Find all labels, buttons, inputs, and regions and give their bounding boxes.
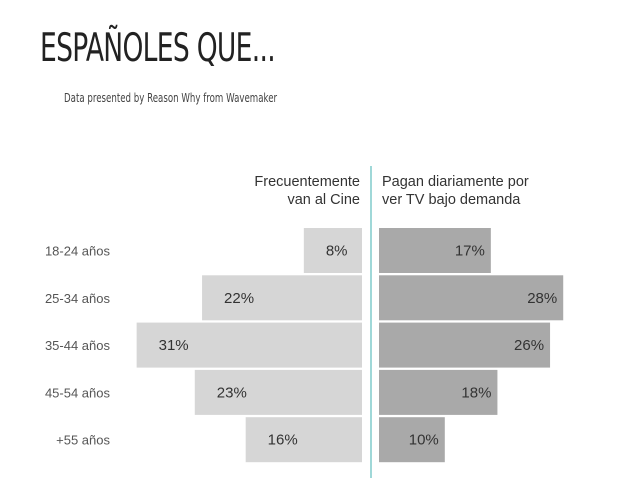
left-value-label: 22% (224, 290, 254, 307)
value-labels: 8% 17% 22% 28% 31% 26% 23% 18% 16% 10% (159, 243, 558, 449)
left-series-header: van al Cine (287, 192, 360, 208)
right-bar (379, 275, 564, 321)
left-value-label: 16% (268, 432, 298, 449)
right-bar (379, 417, 445, 463)
left-bar (303, 228, 362, 273)
category-label: 18-24 años (45, 244, 111, 259)
left-bar (136, 322, 362, 368)
right-value-label: 10% (409, 432, 439, 449)
left-value-label: 8% (326, 243, 348, 260)
right-value-label: 26% (514, 337, 544, 354)
category-labels: 18-24 años 25-34 años 35-44 años 45-54 años… (45, 244, 111, 448)
category-label: 45-54 años (45, 385, 111, 400)
right-value-label: 28% (527, 290, 557, 307)
right-value-label: 17% (455, 243, 485, 260)
right-bar (379, 228, 491, 273)
category-label: +55 años (56, 433, 110, 448)
left-bar (194, 369, 362, 415)
category-label: 35-44 años (45, 338, 111, 353)
right-series-header: Pagan diariamente por (382, 174, 529, 190)
right-bar (379, 369, 498, 415)
category-label: 25-34 años (45, 291, 111, 306)
column-headers: Frecuentemente van al Cine Pagan diariamen… (254, 174, 528, 208)
right-series-bars (379, 228, 564, 463)
chart-title: ESPAÑOLES QUE... (40, 26, 276, 71)
left-bar (245, 417, 362, 463)
left-series-bars (136, 228, 362, 463)
left-value-label: 31% (159, 337, 189, 354)
left-series-header: Frecuentemente (254, 174, 360, 190)
right-bar (379, 322, 551, 368)
left-bar (202, 275, 362, 321)
right-value-label: 18% (461, 384, 491, 401)
chart-subtitle: Data presented by Reason Why from Wavema… (64, 91, 278, 105)
left-value-label: 23% (217, 384, 247, 401)
right-series-header: ver TV bajo demanda (382, 192, 521, 208)
